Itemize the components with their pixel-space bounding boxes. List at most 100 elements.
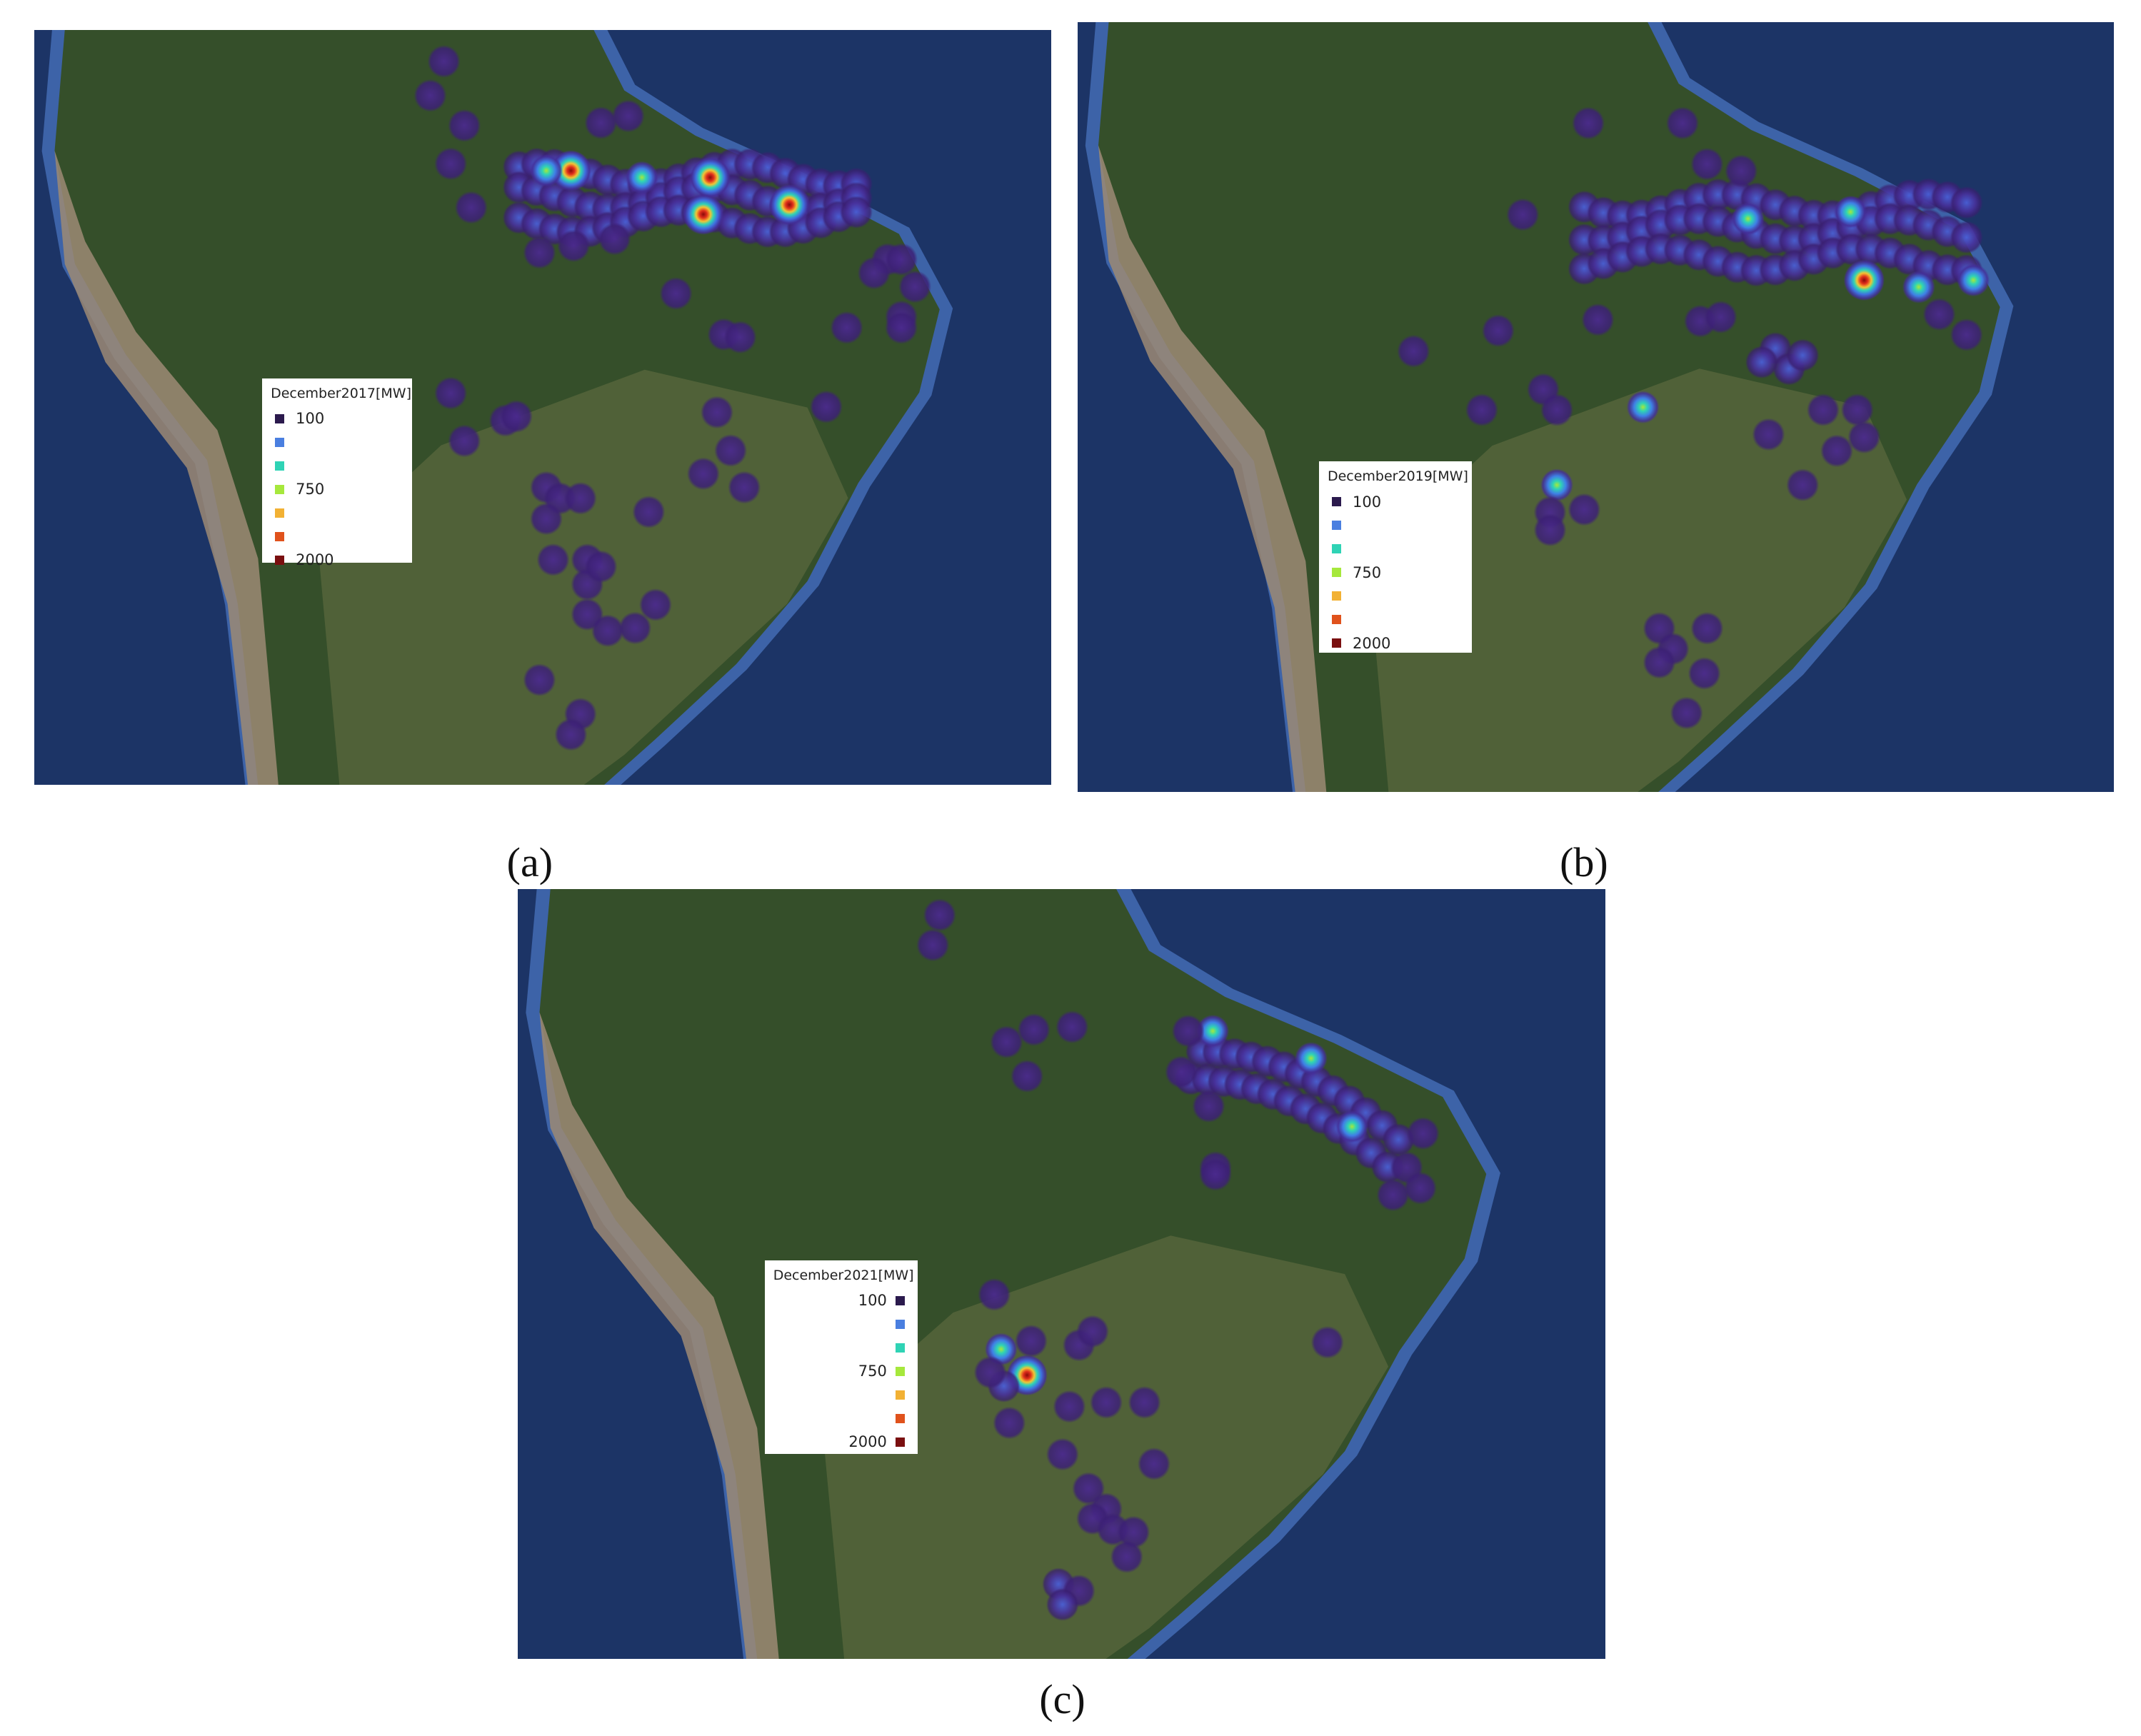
legend-entry: 750 [773,1360,909,1383]
legend-swatch [275,508,285,518]
heat-blob [611,99,645,133]
andes [1098,145,1326,792]
heat-blob [1055,1010,1088,1043]
legend-entry: 2000 [773,1430,909,1454]
heat-blob [434,147,467,181]
heat-blob [1128,1385,1161,1419]
legend-swatch [275,555,285,565]
heat-blob [1956,263,1990,296]
heat-blob [1806,393,1840,426]
legend-entry: 750 [1328,561,1463,584]
heat-blob [839,196,873,229]
heat-blob [499,400,533,433]
legend-entry: 2000 [1328,631,1463,655]
legend-label: 2000 [296,551,334,569]
legend-entry [271,525,403,548]
heat-blob [1053,1390,1086,1423]
heat-blob [990,1025,1023,1058]
legend: December2017[MW] 100 750 2000 [262,378,413,568]
heat-blob [625,161,658,194]
heat-blob [1110,1540,1143,1573]
heat-blob [1198,1158,1232,1191]
heat-blob [1745,345,1778,378]
legend-swatch [1331,568,1341,578]
heat-blob [1017,1013,1051,1046]
heat-blob [1137,1447,1170,1480]
legend-swatch [1331,521,1341,531]
heat-blob [686,457,720,491]
map-panel: December2017[MW] 100 750 2000 [34,30,1052,786]
heat-blob [550,150,591,191]
heat-blob [1481,313,1515,347]
heat-blob [1724,154,1758,187]
legend-swatch [1331,615,1341,625]
legend-label: 750 [858,1363,887,1380]
heat-blob [1376,1178,1410,1211]
savanna [822,1235,1388,1660]
heat-blob [1505,198,1539,231]
heat-blob [638,588,672,621]
legend-label: 2000 [848,1433,887,1451]
heat-blob [1950,318,1983,351]
legend-label: 750 [1352,563,1382,581]
heat-blob [1833,195,1867,229]
heat-blob [700,396,733,429]
heat-blob [1381,1123,1415,1156]
heat-blob [1690,147,1723,181]
heat-blob [523,236,556,269]
heat-blob [1567,493,1600,526]
heat-blob [536,543,570,576]
legend-label: 100 [858,1292,887,1310]
heat-blob [713,434,747,467]
heat-blob [1670,696,1703,729]
legend-label: 2000 [1352,634,1391,652]
heat-blob [1533,513,1567,546]
heat-blob [809,390,843,423]
legend-label: 100 [296,410,325,428]
heat-blob [830,311,863,344]
legend-entry [773,1336,909,1360]
heat-blob [977,1278,1011,1311]
heat-blob [1581,303,1614,336]
heat-blob [768,184,810,226]
legend-entry [271,431,403,454]
heat-blob [884,243,918,276]
legend-entry [1328,537,1463,561]
heat-blob [563,481,597,515]
heat-blob [1010,1059,1043,1093]
heat-blob [1406,1117,1440,1150]
heat-blob [1843,259,1885,301]
andes [539,1012,779,1660]
legend-swatch [895,1366,905,1376]
heat-blob [1752,418,1785,451]
heat-blob [1014,1324,1048,1358]
heat-blob [448,424,481,458]
legend-entry: 750 [271,478,403,501]
heat-blob [1820,433,1853,467]
heat-blob [1116,1515,1150,1549]
heat-blob [993,1406,1026,1440]
legend-swatch [895,1437,905,1447]
heat-blob [728,471,761,504]
legend-swatch [895,1319,905,1329]
andes [54,151,279,786]
legend-title: December2019[MW] [1327,468,1468,485]
heat-blob [1075,1315,1109,1348]
heat-blob [857,256,891,290]
heat-blob [1690,611,1723,645]
heat-blob [1403,1171,1437,1205]
legend-entry [271,454,403,478]
heat-blob [529,154,563,187]
heat-blob [1540,468,1573,501]
heat-blob [1626,390,1660,423]
heat-blob [923,898,956,931]
heat-blob [1195,1014,1229,1048]
heat-blob [1335,1110,1368,1143]
heat-blob [1089,1385,1123,1419]
heat-blob [529,502,563,536]
heat-blob [1731,201,1765,235]
heat-blob [448,109,481,142]
legend-entry [1328,513,1463,537]
heat-blob [584,550,618,583]
